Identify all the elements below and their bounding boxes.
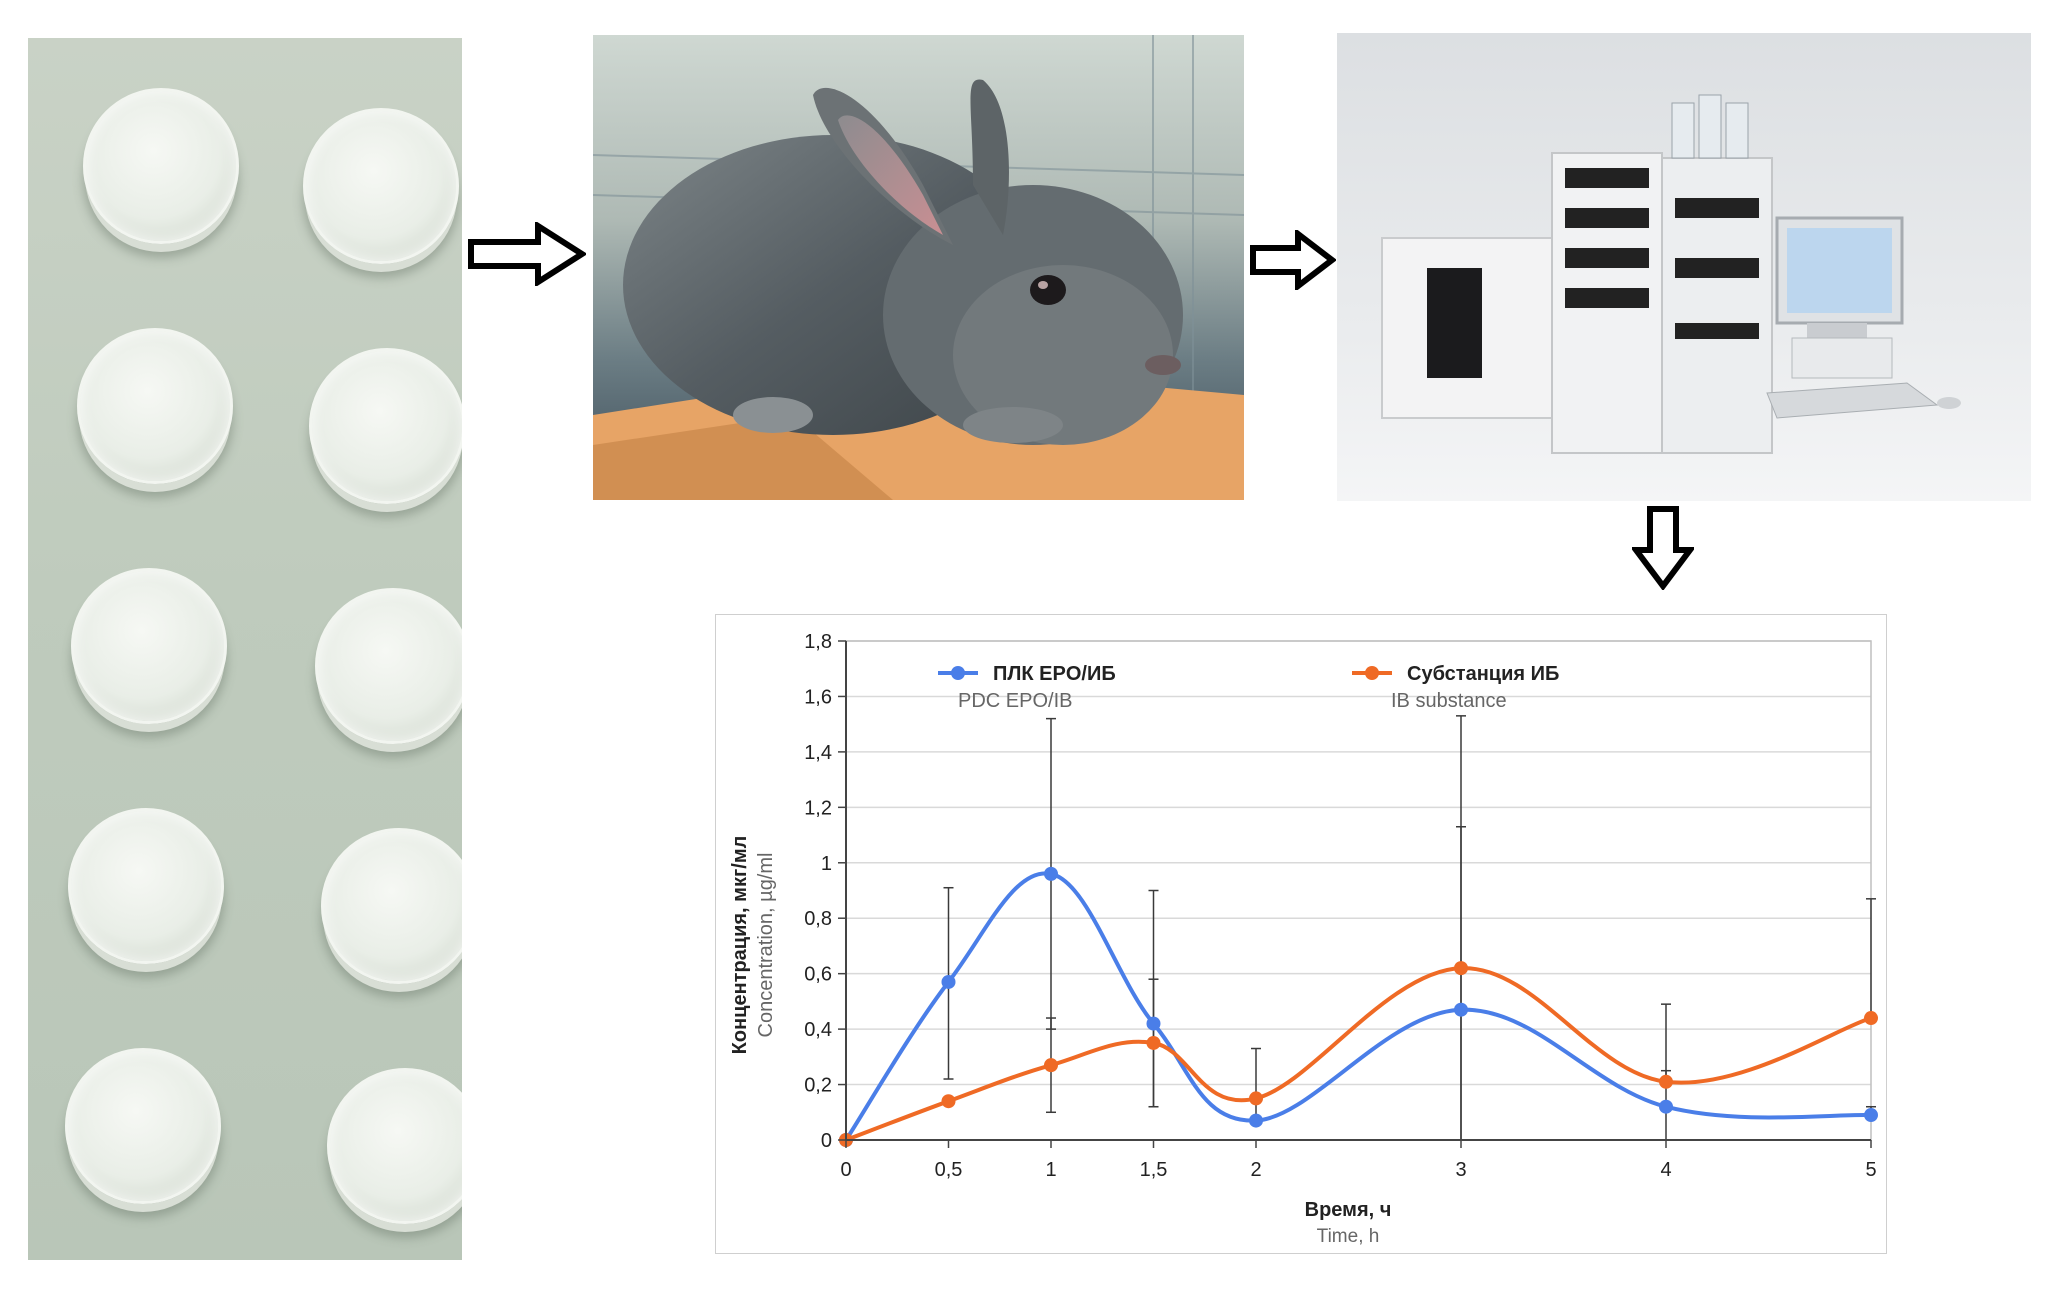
x-tick-label: 0,5 — [935, 1159, 963, 1181]
x-tick-label: 2 — [1250, 1159, 1261, 1181]
x-axis-title: Время, ч — [1305, 1199, 1392, 1221]
y-tick-label: 0 — [821, 1130, 832, 1152]
tablet — [83, 88, 239, 244]
rabbit-illustration — [593, 35, 1244, 500]
x-tick-label: 1 — [1045, 1159, 1056, 1181]
tablet — [321, 828, 462, 984]
y-tick-label: 0,8 — [804, 908, 832, 930]
data-point-series-2 — [941, 1094, 956, 1109]
series-lines — [844, 871, 1872, 1142]
hplc-illustration — [1381, 94, 1961, 454]
y-tick-label: 1 — [821, 853, 832, 875]
hplc-system-photo — [1337, 33, 2031, 501]
y-tick-label: 1,2 — [804, 797, 832, 819]
data-point-series-2 — [1864, 1011, 1878, 1026]
tablet — [65, 1048, 221, 1204]
data-point-series-2 — [1454, 961, 1468, 976]
plot-area-border — [845, 640, 1872, 1141]
y-tick-label: 1,4 — [804, 742, 832, 764]
x-tick-label: 3 — [1455, 1159, 1466, 1181]
legend-label-series-1: ПЛК EPO/ИБ — [993, 663, 1116, 685]
y-tick-label: 0,4 — [804, 1019, 832, 1041]
data-point-series-1 — [1146, 1016, 1161, 1031]
data-point-series-2 — [1249, 1091, 1263, 1106]
tablet — [315, 588, 462, 744]
x-axis-subtitle: Time, h — [1317, 1226, 1380, 1247]
data-point-series-1 — [1454, 1002, 1468, 1017]
data-point-series-2 — [1659, 1074, 1673, 1089]
tablets-photo — [28, 38, 462, 1260]
legend-sublabel-series-1: PDC EPO/IB — [958, 690, 1072, 712]
x-tick-label: 0 — [840, 1159, 851, 1181]
tablet — [68, 808, 224, 964]
tablet — [327, 1068, 462, 1224]
tick-labels: 0 0,2 0,4 0,6 0,8 1 1,2 1,4 1,6 1,8 0 0,5 1 1,5 2 3 4 5 — [804, 631, 1876, 1181]
y-axis-title: Концентрация, мкг/мл — [729, 836, 751, 1055]
right-arrow-icon — [468, 222, 586, 286]
axes — [838, 640, 1872, 1148]
rabbit-photo — [593, 35, 1244, 500]
tablet — [303, 108, 459, 264]
tablet — [71, 568, 227, 724]
x-tick-label: 5 — [1865, 1159, 1876, 1181]
data-point-series-1 — [1044, 866, 1058, 881]
series-line-1 — [844, 871, 1872, 1142]
legend-entry-series-1: ПЛК EPO/ИБ PDC EPO/IB — [938, 663, 1116, 712]
tablet — [309, 348, 462, 504]
concentration-chart: 0 0,2 0,4 0,6 0,8 1 1,2 1,4 1,6 1,8 0 0,5 1 1,5 2 3 4 5 П… — [715, 614, 1887, 1254]
data-point-series-1 — [941, 974, 956, 989]
legend-sublabel-series-2: IB substance — [1391, 690, 1507, 712]
down-arrow-icon — [1632, 506, 1694, 590]
y-axis-subtitle: Concentration, µg/ml — [755, 853, 777, 1038]
y-tick-label: 0,6 — [804, 964, 832, 986]
right-arrow-icon — [1250, 230, 1336, 290]
data-point-series-2 — [1044, 1058, 1058, 1073]
legend: ПЛК EPO/ИБ PDC EPO/IB Субстанция ИБ IB s… — [938, 663, 1559, 712]
data-point-series-1 — [1659, 1099, 1673, 1114]
series-points — [839, 866, 1878, 1147]
chart-canvas: 0 0,2 0,4 0,6 0,8 1 1,2 1,4 1,6 1,8 0 0,5 1 1,5 2 3 4 5 П… — [729, 631, 1878, 1247]
y-tick-label: 1,8 — [804, 631, 832, 653]
y-tick-label: 0,2 — [804, 1075, 832, 1097]
legend-label-series-2: Субстанция ИБ — [1407, 663, 1559, 685]
legend-swatch-dot — [951, 666, 965, 680]
tablet — [77, 328, 233, 484]
grid-lines — [846, 640, 1871, 1141]
error-bars — [943, 715, 1876, 1141]
data-point-series-2 — [1146, 1035, 1161, 1050]
legend-swatch-dot — [1365, 666, 1379, 680]
legend-entry-series-2: Субстанция ИБ IB substance — [1352, 663, 1559, 712]
data-point-series-1 — [1249, 1113, 1263, 1128]
y-tick-label: 1,6 — [804, 686, 832, 708]
x-tick-label: 4 — [1660, 1159, 1671, 1181]
data-point-series-1 — [1864, 1108, 1878, 1123]
x-tick-label: 1,5 — [1140, 1159, 1168, 1181]
